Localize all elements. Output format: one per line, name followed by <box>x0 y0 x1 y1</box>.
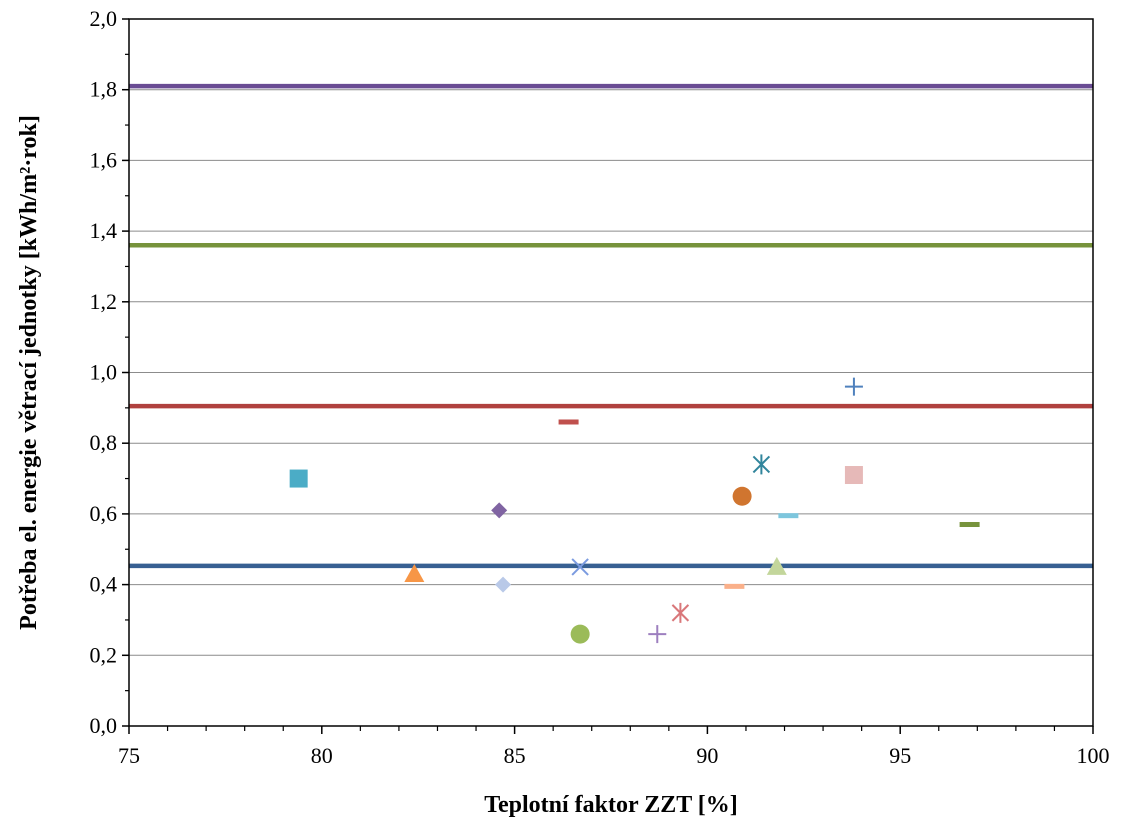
data-point-dash <box>724 583 745 589</box>
data-point-plus <box>844 377 863 396</box>
y-tick-label: 1,8 <box>90 77 118 102</box>
y-tick-label: 0,4 <box>90 572 118 597</box>
data-point-star <box>752 454 771 475</box>
x-tick-label: 75 <box>118 743 140 768</box>
data-point-circle <box>570 624 590 644</box>
data-point-dash <box>959 522 980 528</box>
gridlines <box>129 89 1093 656</box>
y-tick-label: 1,6 <box>90 147 118 172</box>
data-point-star <box>671 602 690 623</box>
y-axis-title: Potřeba el. energie větrací jednotky [kW… <box>16 115 42 630</box>
data-point-dash <box>558 419 579 425</box>
data-point-plus <box>648 625 667 644</box>
reference-lines <box>129 83 1093 569</box>
data-point-triangle <box>766 556 787 575</box>
data-point-triangle <box>404 563 425 582</box>
y-tick-label: 0,6 <box>90 501 118 526</box>
y-tick-label: 1,2 <box>90 289 118 314</box>
x-tick-label: 90 <box>696 743 718 768</box>
data-point-square <box>289 469 308 488</box>
y-tick-label: 0,0 <box>90 713 118 738</box>
x-tick-label: 80 <box>311 743 333 768</box>
data-point-x <box>571 558 589 576</box>
x-tick-label: 100 <box>1077 743 1110 768</box>
x-tick-label: 95 <box>889 743 911 768</box>
x-tick-label: 85 <box>504 743 526 768</box>
data-point-circle <box>732 486 752 506</box>
data-point-diamond <box>491 502 508 519</box>
y-tick-label: 0,8 <box>90 430 118 455</box>
data-point-diamond <box>495 576 512 593</box>
data-point-square <box>844 466 863 485</box>
y-tick-label: 1,4 <box>90 218 118 243</box>
y-tick-label: 2,0 <box>90 6 118 31</box>
axis-ticks: 0,0 0,2 0,4 0,6 0,8 1,0 1,2 1,4 1,6 1,8 2,0 75 80 85 9… <box>90 6 1110 768</box>
y-tick-label: 0,2 <box>90 642 118 667</box>
y-tick-label: 1,0 <box>90 360 118 385</box>
data-points <box>289 377 980 644</box>
x-axis-title: Teplotní faktor ZZT [%] <box>484 792 738 818</box>
data-point-dash <box>778 513 799 519</box>
